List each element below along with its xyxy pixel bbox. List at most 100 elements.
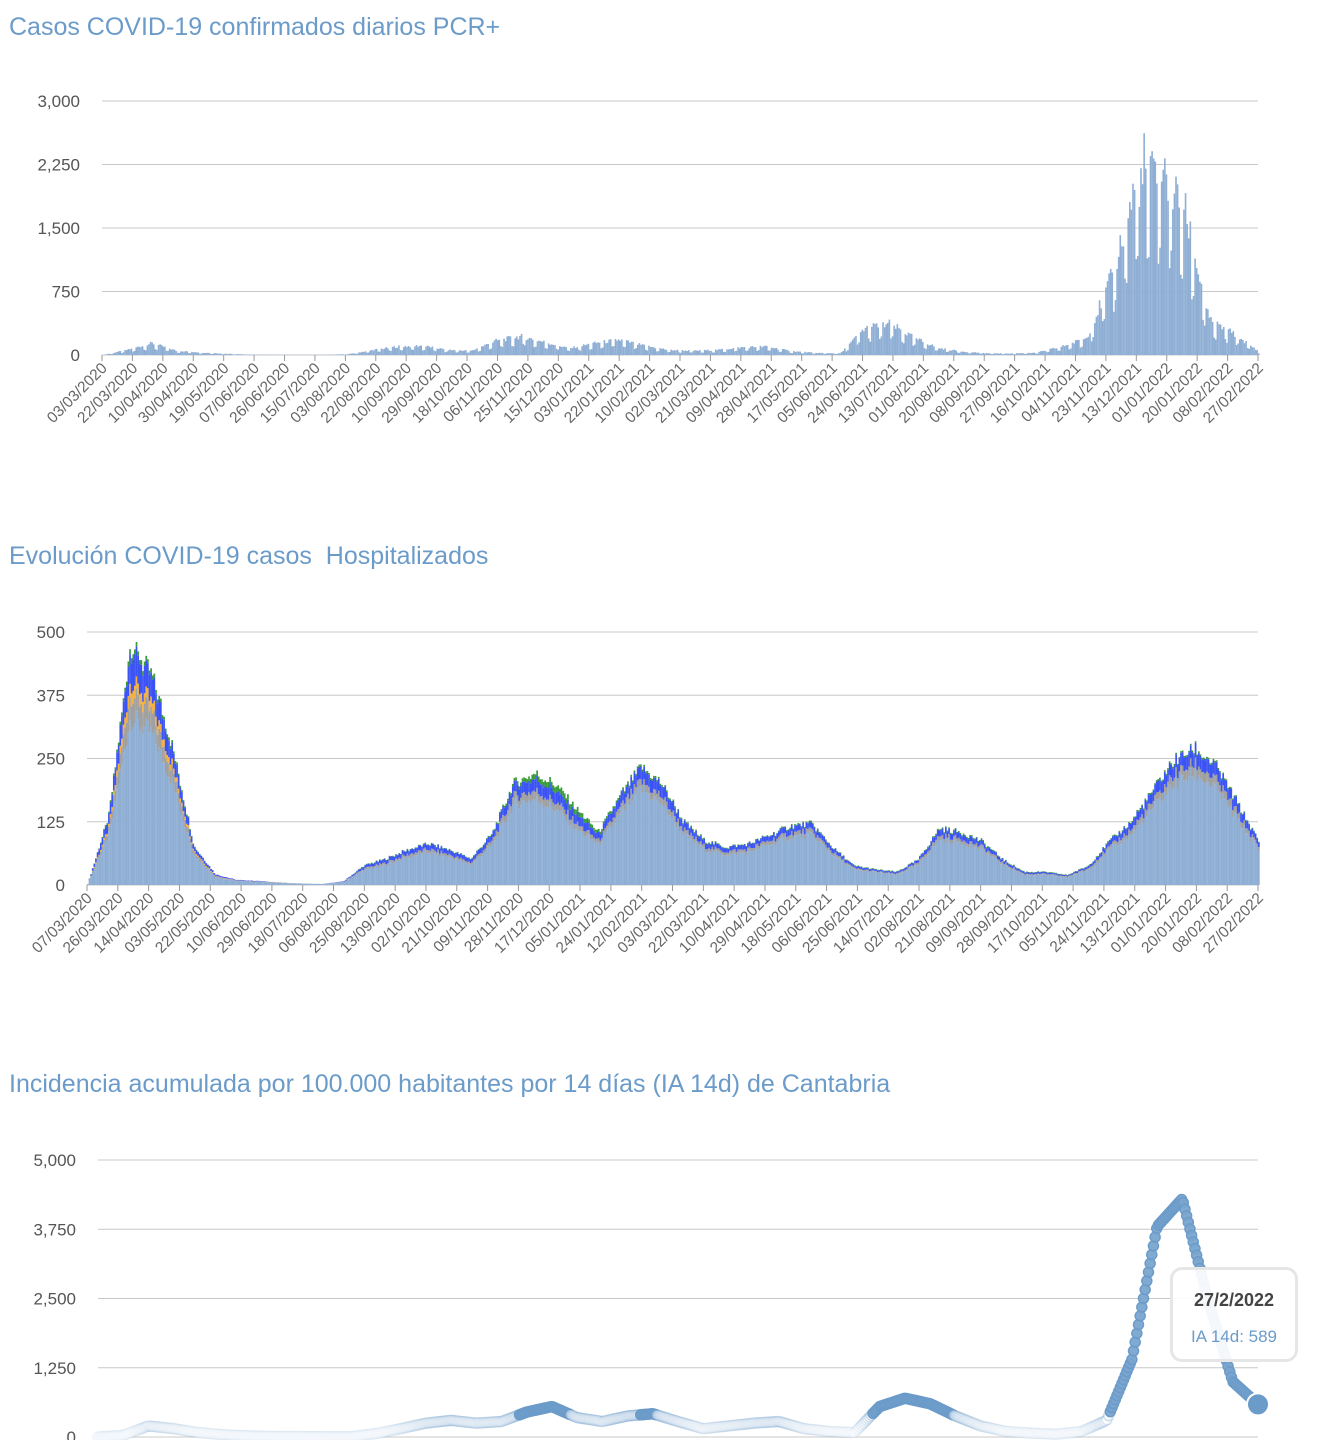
bar-segment: [1097, 855, 1100, 857]
bar-segment: [1000, 859, 1002, 863]
bar-segment: [1066, 875, 1069, 876]
bar-segment: [524, 794, 527, 803]
bar-segment: [597, 841, 600, 885]
bar-segment: [612, 817, 615, 824]
bar-segment: [1055, 873, 1057, 875]
bar-segment: [184, 827, 187, 885]
bar-segment: [98, 848, 101, 850]
bar: [1038, 351, 1040, 355]
bar-segment: [738, 845, 741, 850]
bar-segment: [571, 821, 574, 885]
bar-segment: [656, 800, 658, 885]
bar-segment: [1199, 778, 1202, 885]
bar-segment: [485, 848, 488, 885]
bar-segment: [1149, 793, 1152, 795]
bar-segment: [886, 872, 889, 874]
bar-segment: [1206, 771, 1208, 782]
bar-segment: [116, 789, 118, 885]
bar: [1168, 268, 1171, 355]
bar-segment: [716, 851, 718, 885]
bar-segment: [980, 839, 983, 844]
bar: [707, 349, 709, 355]
bar-segment: [471, 863, 474, 885]
bar-segment: [153, 677, 156, 701]
bar-segment: [756, 843, 759, 847]
bar-segment: [959, 842, 962, 885]
bar-segment: [640, 766, 642, 780]
bar: [613, 346, 615, 355]
bar-segment: [534, 799, 537, 885]
bar-segment: [1191, 750, 1194, 753]
bar-segment: [164, 772, 167, 885]
bar-segment: [1223, 778, 1226, 780]
bar-segment: [1094, 860, 1096, 864]
bar-segment: [923, 857, 926, 885]
bar-segment: [774, 836, 777, 842]
bar-segment: [469, 863, 472, 866]
bar-segment: [245, 881, 248, 882]
bar-segment: [985, 848, 988, 853]
bar-segment: [1040, 871, 1043, 874]
bar-segment: [1241, 822, 1244, 829]
bar-segment: [523, 792, 525, 801]
bar-segment: [142, 733, 144, 885]
bar-segment: [833, 853, 835, 857]
bar-segment: [815, 832, 817, 838]
bar: [998, 353, 1001, 355]
bar-segment: [294, 883, 297, 885]
bar-segment: [633, 772, 636, 785]
bar-segment: [401, 857, 404, 885]
bar-segment: [847, 865, 850, 885]
bar-segment: [1118, 841, 1121, 885]
highlighted-point[interactable]: [1246, 1392, 1270, 1417]
bar: [928, 345, 930, 355]
bar-segment: [99, 851, 102, 855]
bar-segment: [477, 856, 480, 885]
bar: [786, 349, 789, 355]
bar: [1186, 224, 1188, 355]
bar-segment: [962, 834, 965, 841]
bar-segment: [1094, 863, 1096, 866]
bar-segment: [1152, 801, 1155, 808]
bar-segment: [370, 862, 373, 864]
bar-segment: [724, 852, 727, 856]
bar-segment: [777, 840, 780, 885]
bar-segment: [956, 838, 959, 843]
bar-segment: [631, 780, 634, 783]
bar-segment: [1232, 798, 1234, 800]
bar-segment: [1011, 868, 1014, 870]
bar-segment: [966, 837, 968, 844]
bar-segment: [356, 872, 358, 874]
bar-segment: [161, 762, 164, 885]
bar-segment: [528, 792, 530, 800]
bar: [385, 347, 388, 355]
bar-segment: [442, 853, 444, 857]
bar: [353, 353, 356, 355]
bar-segment: [443, 855, 446, 885]
bar: [976, 352, 978, 355]
bar-segment: [1063, 877, 1066, 885]
bar-segment: [927, 847, 929, 852]
bar: [985, 353, 988, 355]
bar: [1135, 259, 1137, 355]
bar: [394, 348, 397, 355]
bar: [1181, 278, 1184, 355]
bar-segment: [1222, 772, 1225, 774]
bar-segment: [1214, 762, 1216, 776]
bar-segment: [601, 838, 603, 843]
bar: [934, 350, 937, 355]
bar: [708, 350, 711, 355]
bar-segment: [159, 724, 162, 732]
bar-segment: [914, 860, 916, 862]
bar-segment: [391, 855, 394, 857]
bar-segment: [691, 828, 694, 830]
bar-segment: [771, 834, 774, 836]
bar-segment: [511, 786, 514, 798]
bar-segment: [620, 792, 623, 803]
bar-segment: [724, 847, 727, 849]
bar-segment: [412, 856, 415, 885]
bar: [387, 348, 389, 355]
bar-segment: [657, 797, 660, 885]
bar-segment: [713, 852, 715, 885]
bar-segment: [889, 871, 892, 872]
